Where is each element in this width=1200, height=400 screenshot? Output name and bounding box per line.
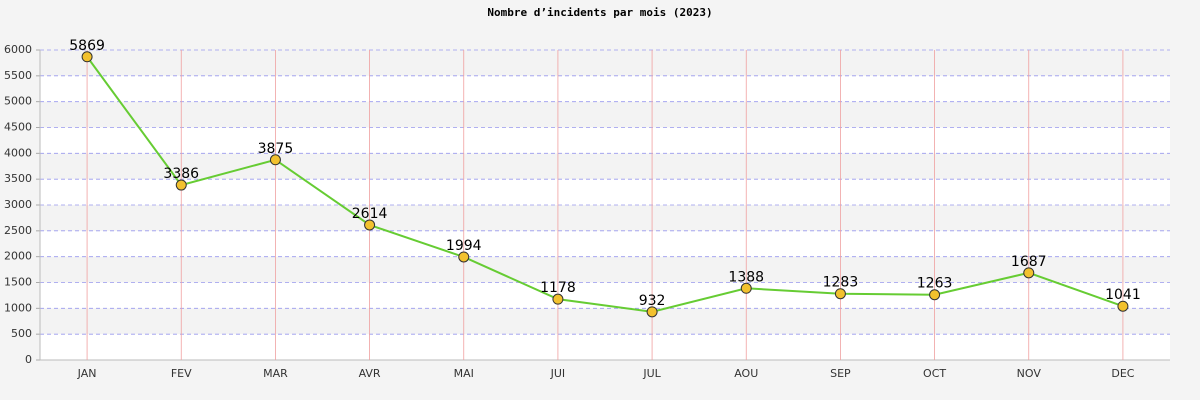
data-point [834,288,846,300]
plot-band [40,308,1170,335]
data-label: 1994 [446,238,482,254]
data-point [646,306,658,318]
x-tick-label: FEV [171,367,192,380]
data-point [740,282,752,294]
data-label: 1041 [1105,287,1141,303]
x-tick-label: JAN [77,367,97,380]
x-tick-label: SEP [830,367,851,380]
y-tick-label: 2000 [4,250,32,263]
x-tick-label: DEC [1111,367,1134,380]
x-tick-label: JUI [550,367,566,380]
data-point [1117,300,1129,312]
x-tick-label: AVR [359,367,381,380]
data-line [86,56,1124,313]
data-label: 1388 [728,269,764,285]
y-tick-label: 4500 [4,121,32,134]
chart-title: Nombre d’incidents par mois (2023) [487,6,712,19]
x-tick-label: JUL [642,367,661,380]
data-point [175,179,187,191]
data-point [929,289,941,301]
x-tick-label: MAI [454,367,474,380]
y-tick-label: 5500 [4,69,32,82]
data-point [364,219,376,231]
data-point [458,251,470,263]
y-tick-label: 2500 [4,224,32,237]
plot-band [40,101,1170,128]
plot-band [40,256,1170,283]
plot-band [40,153,1170,180]
y-tick-label: 4000 [4,146,32,159]
x-tick-label: AOU [734,367,758,380]
data-label: 1178 [540,280,576,296]
data-label: 3386 [163,166,199,182]
data-label: 5869 [69,38,105,54]
data-label: 3875 [258,141,294,157]
data-point [552,293,564,305]
y-tick-label: 3500 [4,172,32,185]
data-label: 1263 [917,276,953,292]
y-tick-label: 6000 [4,43,32,56]
data-point [81,51,93,63]
x-tick-label: NOV [1017,367,1042,380]
y-tick-label: 500 [11,327,32,340]
y-tick-label: 1500 [4,276,32,289]
data-point [269,154,281,166]
y-tick-label: 3000 [4,198,32,211]
y-tick-label: 1000 [4,301,32,314]
data-label: 932 [639,293,666,309]
y-tick-label: 0 [25,353,32,366]
data-label: 2614 [352,206,388,222]
x-tick-label: OCT [923,367,946,380]
plot-band [40,50,1170,76]
x-tick-label: MAR [263,367,288,380]
plot-band [40,205,1170,231]
data-point [1023,267,1035,279]
y-tick-label: 5000 [4,95,32,108]
data-label: 1283 [823,275,859,291]
data-label: 1687 [1011,254,1047,270]
